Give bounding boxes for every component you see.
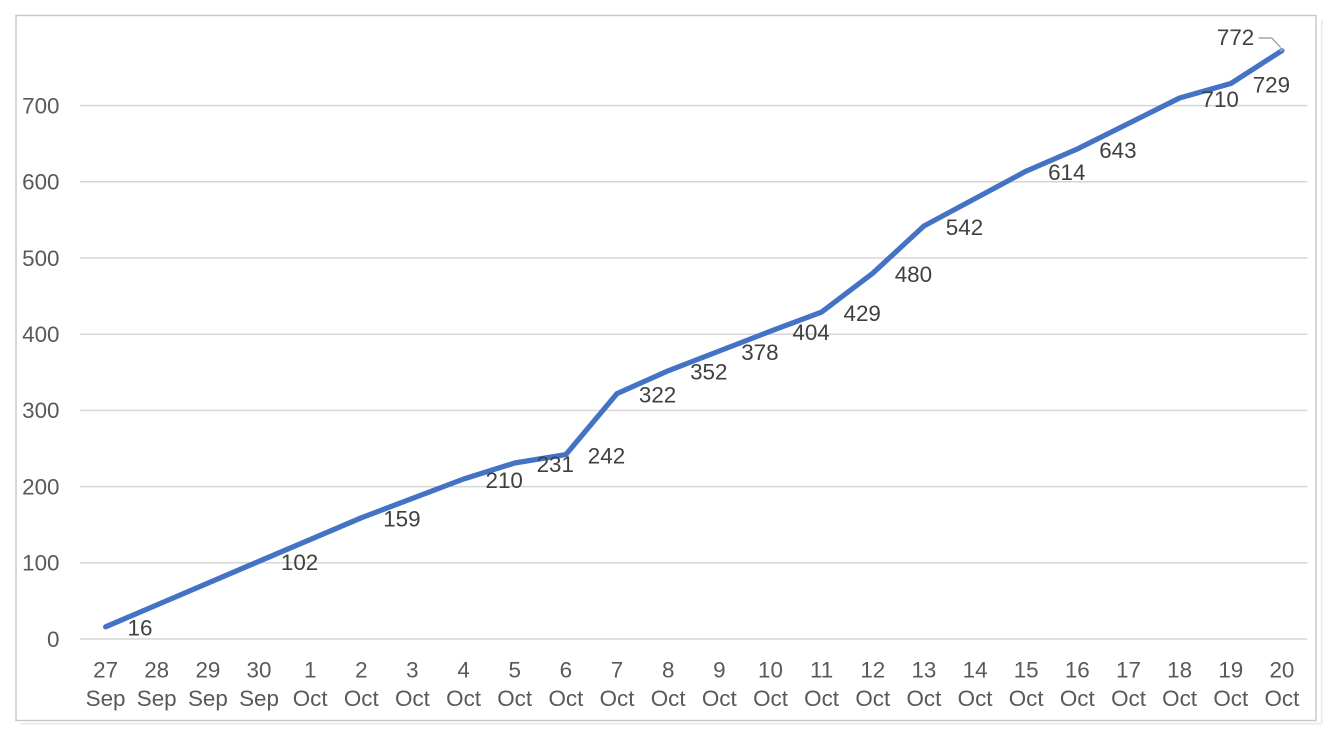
svg-text:8: 8 — [662, 658, 674, 683]
svg-text:Sep: Sep — [239, 686, 279, 711]
svg-text:19: 19 — [1218, 658, 1243, 683]
svg-text:231: 231 — [537, 452, 574, 477]
svg-text:300: 300 — [22, 398, 59, 423]
svg-text:28: 28 — [144, 658, 169, 683]
svg-text:16: 16 — [1065, 658, 1090, 683]
svg-text:0: 0 — [47, 627, 59, 652]
svg-text:12: 12 — [860, 658, 885, 683]
svg-text:Oct: Oct — [600, 686, 636, 711]
svg-text:4: 4 — [457, 658, 469, 683]
svg-text:Oct: Oct — [1162, 686, 1198, 711]
svg-text:13: 13 — [911, 658, 936, 683]
svg-text:322: 322 — [639, 382, 676, 407]
svg-text:27: 27 — [93, 658, 118, 683]
svg-text:Oct: Oct — [548, 686, 584, 711]
svg-text:159: 159 — [383, 507, 420, 532]
svg-text:16: 16 — [128, 616, 153, 641]
svg-text:Sep: Sep — [86, 686, 126, 711]
svg-text:Oct: Oct — [497, 686, 533, 711]
svg-text:710: 710 — [1202, 87, 1239, 112]
svg-text:20: 20 — [1269, 658, 1294, 683]
svg-text:352: 352 — [690, 360, 727, 385]
svg-text:Oct: Oct — [804, 686, 840, 711]
svg-text:Oct: Oct — [855, 686, 891, 711]
svg-text:729: 729 — [1253, 72, 1290, 97]
svg-text:Oct: Oct — [344, 686, 380, 711]
svg-text:Oct: Oct — [906, 686, 942, 711]
svg-text:200: 200 — [22, 474, 59, 499]
svg-text:Oct: Oct — [446, 686, 482, 711]
svg-text:9: 9 — [713, 658, 725, 683]
svg-text:17: 17 — [1116, 658, 1141, 683]
svg-text:7: 7 — [611, 658, 623, 683]
svg-text:14: 14 — [963, 658, 988, 683]
svg-text:772: 772 — [1217, 25, 1254, 50]
svg-text:400: 400 — [22, 322, 59, 347]
svg-text:Oct: Oct — [395, 686, 431, 711]
svg-text:429: 429 — [844, 301, 881, 326]
svg-text:210: 210 — [486, 468, 523, 493]
svg-text:11: 11 — [810, 658, 833, 683]
svg-text:Oct: Oct — [1009, 686, 1045, 711]
svg-text:Oct: Oct — [702, 686, 738, 711]
svg-text:10: 10 — [758, 658, 783, 683]
svg-text:500: 500 — [22, 246, 59, 271]
svg-text:480: 480 — [895, 262, 932, 287]
svg-text:2: 2 — [355, 658, 367, 683]
svg-text:102: 102 — [281, 550, 318, 575]
svg-text:242: 242 — [588, 443, 625, 468]
svg-text:5: 5 — [508, 658, 520, 683]
svg-text:30: 30 — [247, 658, 272, 683]
svg-text:Oct: Oct — [1213, 686, 1249, 711]
svg-text:Sep: Sep — [188, 686, 228, 711]
svg-text:404: 404 — [792, 320, 829, 345]
svg-text:378: 378 — [741, 340, 778, 365]
svg-text:Oct: Oct — [1264, 686, 1300, 711]
svg-text:6: 6 — [560, 658, 572, 683]
svg-text:3: 3 — [406, 658, 418, 683]
svg-text:Oct: Oct — [753, 686, 789, 711]
svg-text:Oct: Oct — [293, 686, 329, 711]
svg-text:542: 542 — [946, 215, 983, 240]
svg-text:643: 643 — [1099, 138, 1136, 163]
svg-text:100: 100 — [22, 551, 59, 576]
svg-text:1: 1 — [304, 658, 316, 683]
svg-text:18: 18 — [1167, 658, 1192, 683]
svg-text:600: 600 — [22, 170, 59, 195]
svg-text:Oct: Oct — [1060, 686, 1096, 711]
svg-text:Oct: Oct — [958, 686, 994, 711]
svg-text:29: 29 — [195, 658, 220, 683]
svg-text:Oct: Oct — [1111, 686, 1147, 711]
svg-text:Oct: Oct — [651, 686, 687, 711]
svg-text:614: 614 — [1048, 160, 1085, 185]
svg-text:700: 700 — [22, 93, 59, 118]
svg-text:Sep: Sep — [137, 686, 177, 711]
svg-text:15: 15 — [1014, 658, 1039, 683]
